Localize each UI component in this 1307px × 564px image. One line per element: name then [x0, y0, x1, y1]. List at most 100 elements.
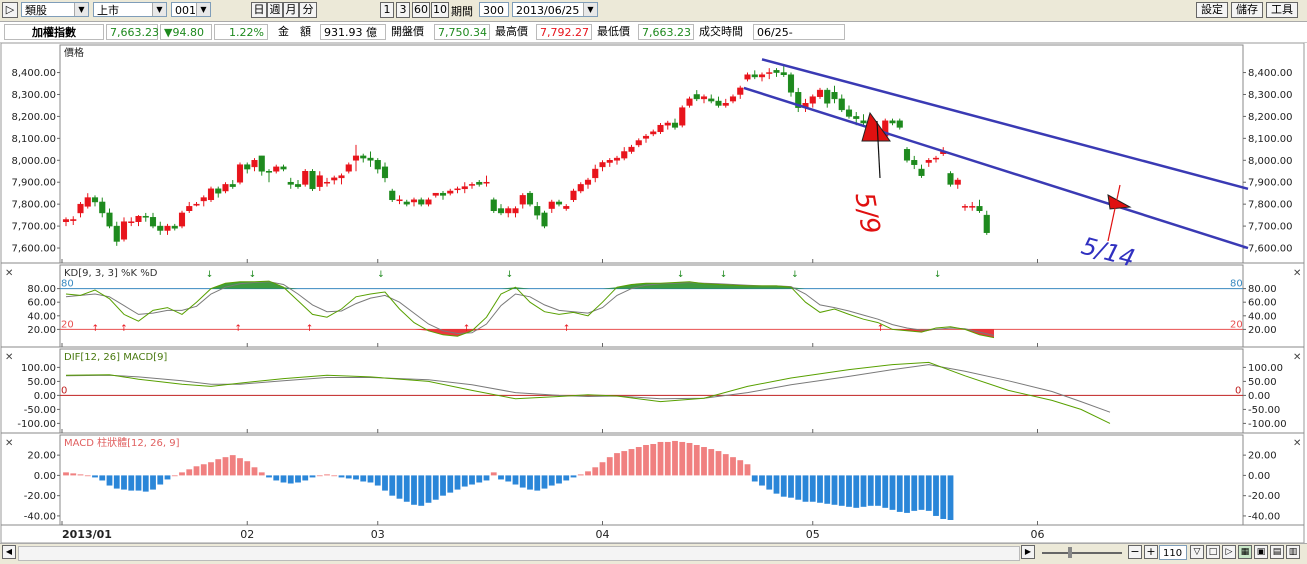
hist-bar: [353, 475, 359, 480]
candle-body: [526, 192, 534, 205]
annotation-arrow-5-9: [861, 111, 891, 142]
candle-body: [91, 197, 99, 203]
tools-button[interactable]: 工具: [1266, 2, 1298, 18]
candle-body: [461, 186, 468, 190]
candle-body: [737, 87, 744, 95]
hist-bar: [831, 475, 838, 505]
annotation-arrow-5-14: [1107, 194, 1132, 210]
y-tick-label-left: 7,700.00: [11, 222, 56, 233]
candle-body: [178, 212, 186, 227]
hist-bar: [389, 475, 396, 496]
candle-body: [751, 74, 758, 78]
interval-1-button[interactable]: 1: [380, 2, 394, 18]
quote-bar: 加權指數 7,663.23 ▼94.80 1.22% 金 額 931.93 億 …: [0, 22, 1307, 55]
code-select[interactable]: 001 ▼: [171, 2, 211, 17]
period-week-button[interactable]: 週: [267, 2, 283, 18]
kd-buy-arrow-icon: ↑: [563, 324, 571, 334]
hist-bar: [534, 475, 541, 491]
zoom-out-icon[interactable]: −: [1128, 545, 1142, 559]
excel-icon[interactable]: ▦: [1238, 545, 1252, 559]
hist-bar: [657, 441, 664, 476]
candle-body: [969, 206, 976, 208]
y-tick-label-left: 7,800.00: [11, 200, 56, 211]
candle-body: [577, 184, 584, 192]
y-tick-label-left: -50.00: [24, 405, 56, 416]
category-select[interactable]: 類股 ▼: [21, 2, 89, 17]
candle-body: [490, 199, 497, 211]
candle-body: [483, 181, 490, 184]
scroll-right-icon[interactable]: ▶: [1021, 545, 1035, 559]
y-tick-label-right: 8,100.00: [1248, 134, 1293, 145]
y-tick-label-left: 40.00: [27, 311, 56, 322]
hist-bar: [483, 475, 490, 481]
close-icon: ✕: [1293, 438, 1301, 449]
candle-body: [780, 72, 787, 75]
market-select[interactable]: 上市 ▼: [93, 2, 167, 17]
y-tick-label-right: 50.00: [1248, 377, 1277, 388]
candle-body: [613, 157, 621, 161]
candle-body: [84, 197, 91, 207]
period-input[interactable]: 300: [479, 2, 509, 17]
hist-bar: [722, 454, 729, 476]
candle-body: [628, 146, 635, 152]
hist-bar: [751, 475, 758, 482]
x-tick-label: 02: [240, 528, 254, 541]
interval-3-button[interactable]: 3: [396, 2, 410, 18]
first-icon[interactable]: ▽: [1190, 545, 1204, 559]
hist-bar: [570, 475, 577, 478]
scroll-left-icon[interactable]: ◀: [2, 545, 16, 559]
y-tick-label-right: 20.00: [1248, 325, 1277, 336]
kd-fill-high: [254, 281, 269, 289]
interval-60-button[interactable]: 60: [412, 2, 430, 18]
settings-button[interactable]: 設定: [1196, 2, 1228, 18]
stock-chart[interactable]: 價格 8,400.00 8,400.00 8,300.00 8,300.00 8,200.…: [0, 43, 1307, 543]
date-select-value: 2013/06/25: [516, 4, 580, 17]
candle-body: [418, 199, 425, 205]
bottom-scrollbar[interactable]: ◀ ▶ − + 110 ▽ □ ▷ ▦ ▣ ▤ ▥: [0, 543, 1307, 564]
hist-bar: [382, 475, 388, 491]
candle-body: [911, 160, 918, 165]
candle-body: [642, 135, 650, 139]
open-label: 開盤價: [391, 25, 424, 38]
play-icon[interactable]: ▷: [2, 2, 18, 18]
hist-bar: [512, 475, 519, 485]
y-tick-label-right: -100.00: [1248, 419, 1287, 430]
candle-body: [657, 124, 664, 133]
candle-body: [157, 225, 164, 231]
zoom-slider[interactable]: [1042, 552, 1122, 554]
period-month-button[interactable]: 月: [283, 2, 299, 18]
hist-bar: [882, 475, 889, 508]
save-icon[interactable]: ▣: [1254, 545, 1268, 559]
hist-bar: [780, 475, 787, 497]
hist-bar: [280, 475, 287, 483]
print-icon[interactable]: ▤: [1270, 545, 1284, 559]
stop-icon[interactable]: □: [1206, 545, 1220, 559]
hist-bar: [577, 474, 584, 476]
candle-body: [671, 122, 679, 128]
zoom-input[interactable]: 110: [1159, 545, 1187, 560]
market-select-value: 上市: [97, 4, 119, 17]
period-minute-button[interactable]: 分: [299, 2, 317, 18]
save-button[interactable]: 儲存: [1231, 2, 1263, 18]
candle-body: [787, 74, 795, 93]
hist-bar: [287, 475, 294, 484]
hist-bar: [113, 475, 120, 489]
hist-bar: [295, 475, 301, 483]
interval-10-button[interactable]: 10: [431, 2, 449, 18]
zoom-in-icon[interactable]: +: [1144, 545, 1158, 559]
candle-body: [534, 206, 541, 216]
export-icon[interactable]: ▥: [1286, 545, 1300, 559]
candle-body: [831, 92, 838, 100]
zoom-slider-handle[interactable]: [1068, 547, 1072, 558]
date-select[interactable]: 2013/06/25 ▼: [512, 2, 598, 17]
period-day-button[interactable]: 日: [251, 2, 267, 18]
y-tick-label-right: 100.00: [1248, 363, 1283, 374]
candle-body: [606, 160, 613, 163]
candle-body: [432, 192, 439, 196]
last-icon[interactable]: ▷: [1222, 545, 1236, 559]
high-label: 最高價: [495, 25, 528, 38]
close-icon: ✕: [1293, 352, 1301, 363]
candle-body: [497, 208, 505, 214]
hist-bar: [121, 475, 127, 490]
scroll-track[interactable]: [18, 546, 1020, 561]
